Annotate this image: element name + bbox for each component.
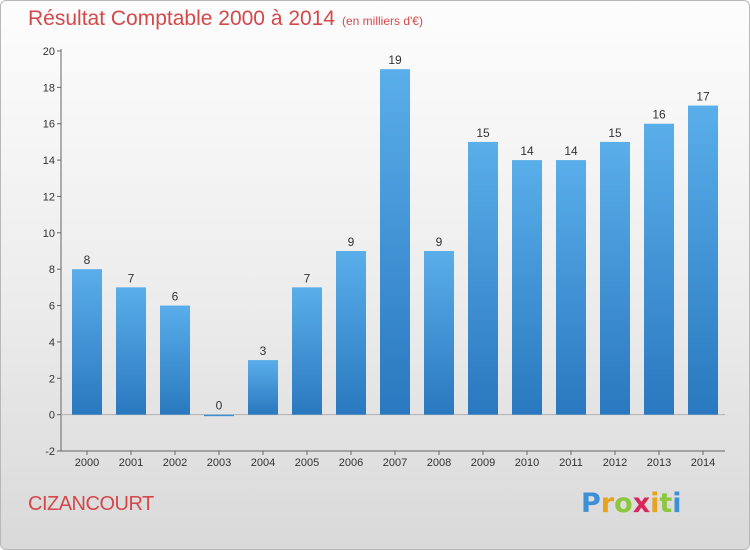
x-tick-label: 2011 — [559, 457, 583, 469]
bar-value-label: 8 — [84, 253, 91, 267]
x-tick-label: 2014 — [691, 457, 715, 469]
bar-value-label: 14 — [564, 144, 578, 158]
y-tick-label: 10 — [43, 228, 55, 240]
bar — [424, 251, 454, 415]
bar-value-label: 15 — [608, 126, 622, 140]
bar-value-label: 16 — [652, 108, 666, 122]
y-tick-label: 0 — [49, 410, 55, 422]
logo-letter: i — [650, 488, 660, 519]
bar — [644, 123, 674, 415]
chart-subtitle: (en milliers d'€) — [342, 14, 423, 28]
bar — [292, 287, 322, 415]
x-tick-label: 2010 — [515, 457, 539, 469]
y-tick-label: 14 — [43, 155, 55, 167]
x-tick-label: 2002 — [163, 457, 187, 469]
bar-value-label: 7 — [304, 271, 311, 285]
y-tick-label: 4 — [49, 337, 55, 349]
logo-letter: x — [632, 488, 651, 519]
y-tick-label: 16 — [43, 119, 55, 131]
bar — [72, 269, 102, 415]
logo-letter: o — [614, 488, 633, 519]
x-tick-label: 2004 — [251, 457, 275, 469]
bar — [468, 141, 498, 415]
x-tick-label: 2008 — [427, 457, 451, 469]
bar — [336, 251, 366, 415]
bar — [380, 69, 410, 415]
bar — [116, 287, 146, 415]
logo-letter: P — [581, 488, 601, 519]
bar-value-label: 7 — [128, 271, 135, 285]
y-tick-label: 8 — [49, 264, 55, 276]
y-tick-label: -2 — [45, 446, 55, 458]
y-tick-label: 6 — [49, 301, 55, 313]
bar-value-label: 17 — [696, 90, 710, 104]
bar — [556, 160, 586, 415]
x-tick-label: 2005 — [295, 457, 319, 469]
y-tick-label: 2 — [49, 373, 55, 385]
bar-value-label: 9 — [436, 235, 443, 249]
bar-value-label: 0 — [216, 399, 223, 413]
x-tick-label: 2003 — [207, 457, 231, 469]
bar-value-label: 6 — [172, 290, 179, 304]
logo-letter: i — [672, 488, 682, 519]
x-tick-label: 2001 — [119, 457, 143, 469]
bar — [688, 105, 718, 415]
bar — [160, 305, 190, 415]
x-tick-label: 2012 — [603, 457, 627, 469]
bar — [204, 414, 234, 417]
bar-value-label: 9 — [348, 235, 355, 249]
logo-letter: r — [600, 488, 615, 519]
logo-letter: t — [659, 488, 673, 519]
x-tick-label: 2007 — [383, 457, 407, 469]
city-name: CIZANCOURT — [28, 493, 154, 515]
x-tick-label: 2013 — [647, 457, 671, 469]
proxiti-logo: Proxiti — [581, 488, 682, 519]
bar-value-label: 15 — [476, 126, 490, 140]
y-tick-label: 12 — [43, 191, 55, 203]
bar — [248, 360, 278, 415]
bar-value-label: 19 — [388, 53, 402, 67]
bar-value-label: 3 — [260, 344, 267, 358]
bar — [600, 141, 630, 415]
x-tick-label: 2009 — [471, 457, 495, 469]
bar-value-label: 14 — [520, 144, 534, 158]
bar — [512, 160, 542, 415]
x-tick-label: 2006 — [339, 457, 363, 469]
y-tick-label: 20 — [43, 46, 55, 58]
y-tick-label: 18 — [43, 82, 55, 94]
chart-title: Résultat Comptable 2000 à 2014 — [28, 7, 336, 30]
x-tick-label: 2000 — [75, 457, 99, 469]
